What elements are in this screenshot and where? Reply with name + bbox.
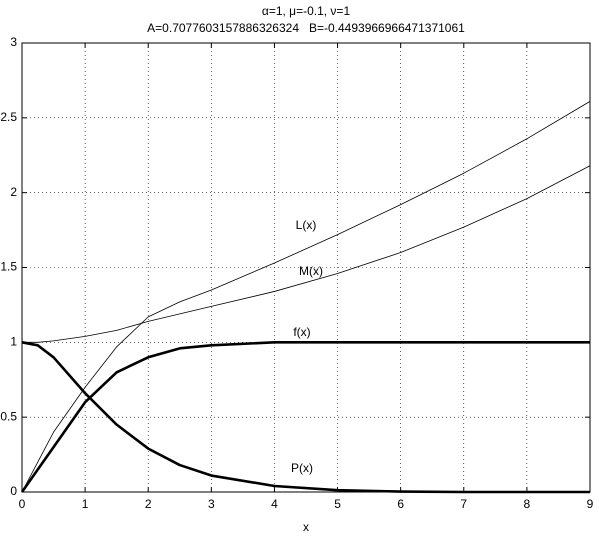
plot-frame <box>21 42 591 493</box>
x-tick-label: 6 <box>397 497 404 511</box>
chart-title: α=1, μ=-0.1, ν=1 <box>262 4 351 18</box>
curve-label: f(x) <box>293 325 310 339</box>
x-tick-label: 5 <box>334 497 341 511</box>
x-tick-label: 4 <box>271 497 278 511</box>
x-tick-label: 3 <box>208 497 215 511</box>
y-tick-label: 2 <box>10 185 17 199</box>
x-tick-label: 0 <box>19 497 26 511</box>
y-tick-label: 0 <box>10 484 17 498</box>
x-tick-label: 8 <box>524 497 531 511</box>
series-line <box>21 101 591 493</box>
x-tick-label: 9 <box>587 497 594 511</box>
series-line <box>22 165 591 343</box>
y-tick-label: 1 <box>10 335 17 349</box>
y-tick-label: 2.5 <box>0 110 17 124</box>
x-tick-label: 2 <box>145 497 152 511</box>
chart-subtitle: A=0.7077603157886326324 B=-0.44939669664… <box>147 21 465 35</box>
curve-label: L(x) <box>296 218 317 232</box>
series-line <box>21 341 590 494</box>
x-tick-label: 7 <box>460 497 467 511</box>
x-tick-label: 1 <box>82 497 89 511</box>
x-axis-label: x <box>303 520 309 534</box>
curve-label: P(x) <box>291 461 313 475</box>
curve-label: M(x) <box>299 264 323 278</box>
y-tick-label: 1.5 <box>0 260 17 274</box>
series-line <box>20 341 590 493</box>
y-tick-label: 0.5 <box>0 409 17 423</box>
y-tick-label: 3 <box>10 35 17 49</box>
